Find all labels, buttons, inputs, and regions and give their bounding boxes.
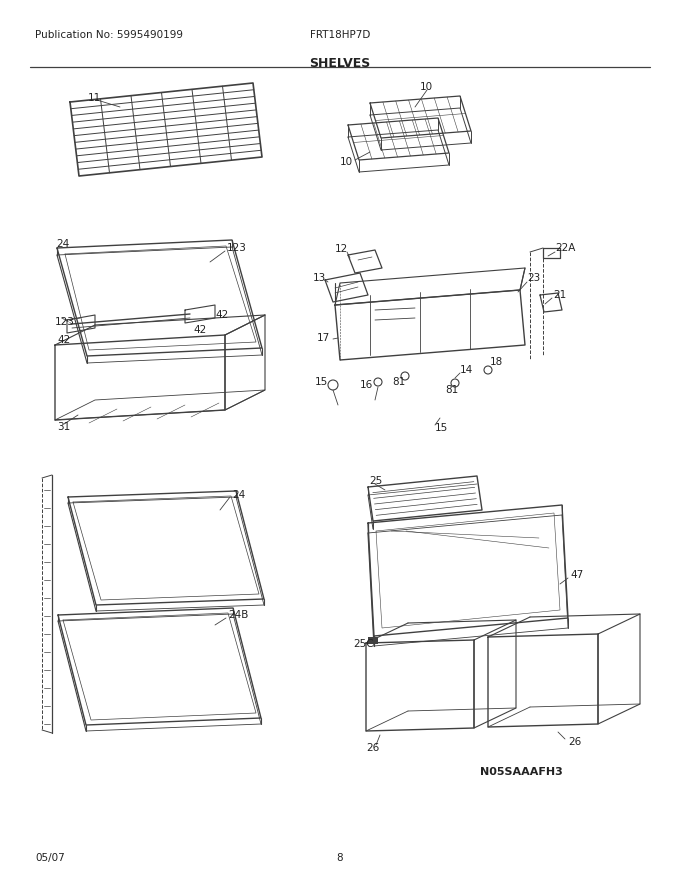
Text: 26: 26 <box>366 743 379 753</box>
Text: 17: 17 <box>317 333 330 343</box>
Text: 81: 81 <box>392 377 405 387</box>
Text: 10: 10 <box>340 157 353 167</box>
Text: 18: 18 <box>490 357 503 367</box>
Text: 42: 42 <box>215 310 228 320</box>
Text: SHELVES: SHELVES <box>309 57 371 70</box>
Text: 21: 21 <box>553 290 566 300</box>
Text: 47: 47 <box>570 570 583 580</box>
Text: 16: 16 <box>360 380 373 390</box>
Text: 11: 11 <box>88 93 101 103</box>
Text: 24: 24 <box>56 239 69 249</box>
Text: 81: 81 <box>445 385 458 395</box>
Text: 15: 15 <box>435 423 448 433</box>
Text: 22A: 22A <box>555 243 575 253</box>
Text: 24: 24 <box>232 490 245 500</box>
Text: 23: 23 <box>527 273 540 283</box>
Text: 13: 13 <box>313 273 326 283</box>
Text: N05SAAAFH3: N05SAAAFH3 <box>480 767 563 777</box>
Text: 12: 12 <box>335 244 348 254</box>
Text: 31: 31 <box>57 422 70 432</box>
Text: 10: 10 <box>420 82 433 92</box>
Text: 24B: 24B <box>228 610 248 620</box>
Text: FRT18HP7D: FRT18HP7D <box>310 30 371 40</box>
Text: 8: 8 <box>337 853 343 863</box>
Text: 26: 26 <box>568 737 581 747</box>
Text: 25C: 25C <box>353 639 373 649</box>
Text: 42: 42 <box>193 325 206 335</box>
Bar <box>368 637 378 644</box>
Text: 15: 15 <box>315 377 328 387</box>
Text: 25: 25 <box>369 476 382 486</box>
Text: 14: 14 <box>460 365 473 375</box>
Text: 05/07: 05/07 <box>35 853 65 863</box>
Text: Publication No: 5995490199: Publication No: 5995490199 <box>35 30 183 40</box>
Text: 123: 123 <box>55 317 75 327</box>
Text: 123: 123 <box>227 243 247 253</box>
Text: 42: 42 <box>57 335 70 345</box>
